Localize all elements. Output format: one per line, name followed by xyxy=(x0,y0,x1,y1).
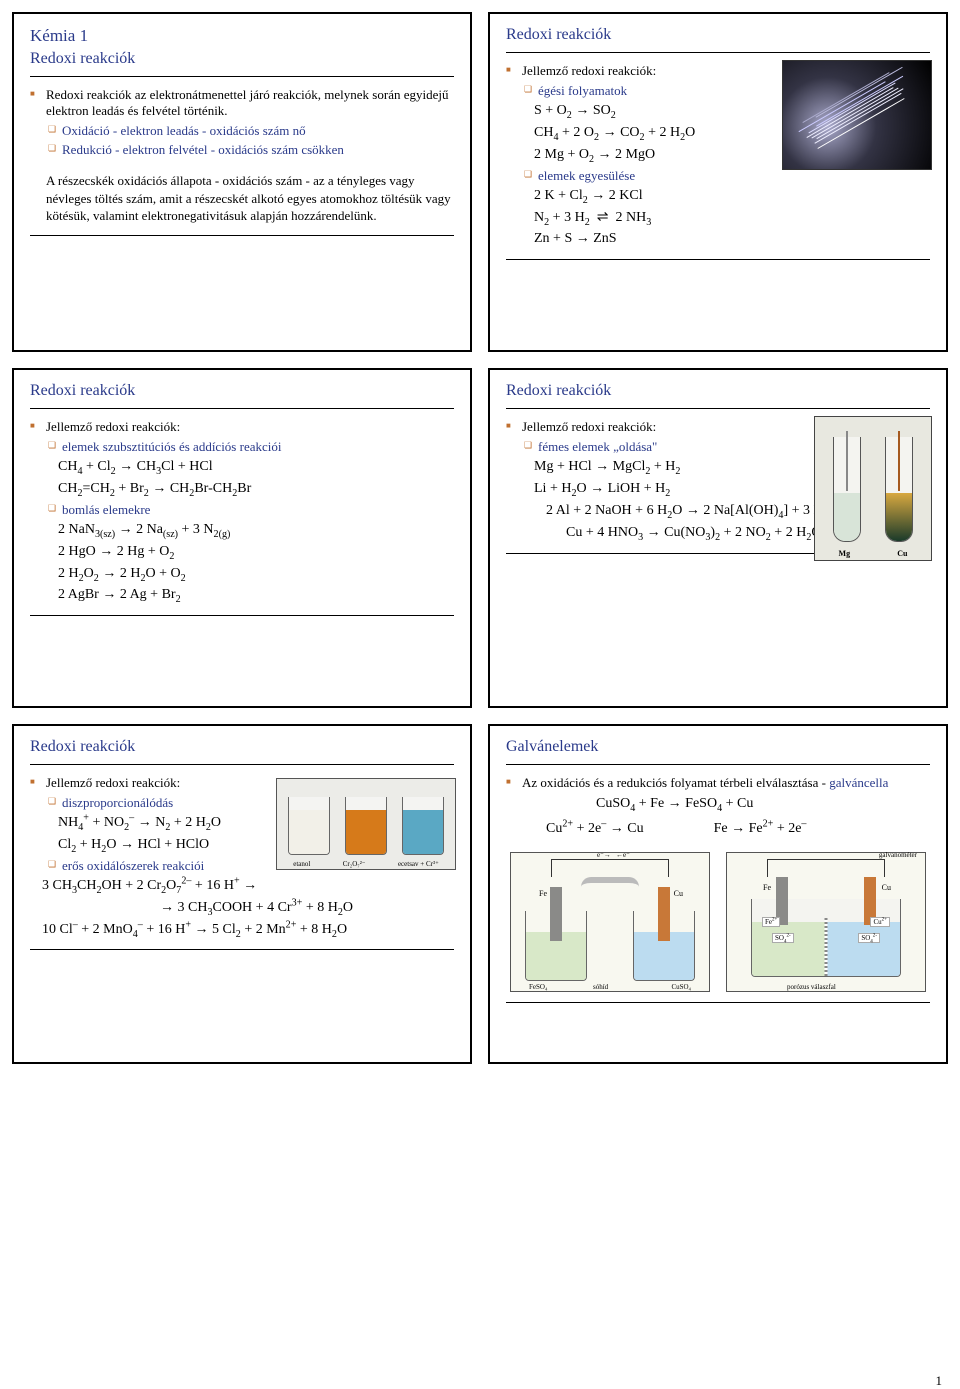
beaker-label-etanol: etanol xyxy=(293,860,310,868)
title-divider xyxy=(506,764,930,765)
footer-divider xyxy=(30,615,454,616)
subbullet-szubsztitucio: elemek szubsztitúciós és addíciós reakci… xyxy=(30,439,454,455)
slide-title: Redoxi reakciók xyxy=(30,738,454,756)
slide-title-line1: Kémia 1 xyxy=(30,26,454,46)
slide-title: Redoxi reakciók xyxy=(506,382,930,400)
footer-divider xyxy=(30,949,454,950)
label-fe: Fe xyxy=(763,883,771,892)
equation: 2 HgO → 2 Hg + O2 xyxy=(30,543,454,562)
image-beakers: etanol Cr₂O₇²⁻ ecetsav + Cr³⁺ xyxy=(276,778,456,870)
label-cu: Cu xyxy=(882,883,891,892)
subbullet-egyesulese: elemek egyesülése xyxy=(506,168,930,184)
equation: CH2=CH2 + Br2 → CH2Br-CH2Br xyxy=(30,480,454,499)
tube-cu xyxy=(885,437,913,542)
equation: → 3 CH3COOH + 4 Cr3+ + 8 H2O xyxy=(30,899,454,918)
label-galvanometer: galvanométer xyxy=(879,851,917,859)
beaker-etanol xyxy=(288,797,330,855)
equation: Cu2+ + 2e– → Cu xyxy=(546,820,644,839)
equation: 2 H2O2 → 2 H2O + O2 xyxy=(30,565,454,584)
equation: Fe → Fe2+ + 2e– xyxy=(714,820,807,839)
bullet-definition: Redoxi reakciók az elektronátmenettel já… xyxy=(30,87,454,119)
equation: 10 Cl– + 2 MnO4– + 16 H+ → 5 Cl2 + 2 Mn2… xyxy=(30,921,454,940)
slide-femes-oldasa: Redoxi reakciók Jellemző redoxi reakciók… xyxy=(488,368,948,708)
bullet-galvancella: Az oxidációs és a redukciós folyamat tér… xyxy=(506,775,930,791)
label-feso4: FeSO₄ xyxy=(529,983,547,991)
label-bridge: sóhíd xyxy=(593,983,608,991)
beaker-dichromate xyxy=(345,797,387,855)
slide-kemia-intro: Kémia 1 Redoxi reakciók Redoxi reakciók … xyxy=(12,12,472,352)
subbullet-bomlas: bomlás elemekre xyxy=(30,502,454,518)
title-divider xyxy=(506,408,930,409)
slide-diszproporcio: Redoxi reakciók Jellemző redoxi reakciók… xyxy=(12,724,472,1064)
bullet-text-highlight: galváncella xyxy=(829,775,888,790)
image-sparks xyxy=(782,60,932,170)
equation: Zn + S → ZnS xyxy=(506,230,930,249)
tube-mg xyxy=(833,437,861,542)
slide-szubsztitucio-bomlas: Redoxi reakciók Jellemző redoxi reakciók… xyxy=(12,368,472,708)
title-divider xyxy=(30,76,454,77)
galvanic-cell-diagrams: e⁻→ ←e⁻ Fe Cu FeSO₄ CuSO₄ sóhíd xyxy=(506,852,930,992)
equation: N2 + 3 H2 ⇌ 2 NH3 xyxy=(506,209,930,228)
subbullet-oxidacio: Oxidáció - elektron leadás - oxidációs s… xyxy=(30,123,454,139)
tube-label-mg: Mg xyxy=(839,549,851,558)
label-fe: Fe xyxy=(539,889,547,898)
beaker-labels: etanol Cr₂O₇²⁻ ecetsav + Cr³⁺ xyxy=(277,860,455,868)
tube-label-cu: Cu xyxy=(897,549,907,558)
beaker-ecetsav xyxy=(402,797,444,855)
bullet-text: Az oxidációs és a redukciós folyamat tér… xyxy=(522,775,829,790)
slide-egesi-egyesulese: Redoxi reakciók Jellemző redoxi reakciók… xyxy=(488,12,948,352)
image-test-tubes: Mg Cu xyxy=(814,416,932,561)
equation: 2 AgBr → 2 Ag + Br2 xyxy=(30,586,454,605)
half-reactions: Cu2+ + 2e– → Cu Fe → Fe2+ + 2e– xyxy=(506,817,930,842)
equation: 2 K + Cl2 → 2 KCl xyxy=(506,187,930,206)
label-cuso4: CuSO₄ xyxy=(671,983,691,991)
slide-title: Redoxi reakciók xyxy=(506,26,930,44)
footer-divider xyxy=(506,259,930,260)
beaker-label-dichromate: Cr₂O₇²⁻ xyxy=(343,860,366,868)
slide-title: Redoxi reakciók xyxy=(30,382,454,400)
equation: CuSO4 + Fe → FeSO4 + Cu xyxy=(506,795,930,814)
equation: 3 CH3CH2OH + 2 Cr2O72– + 16 H+ → xyxy=(30,877,454,896)
slide-title-line2: Redoxi reakciók xyxy=(30,50,454,68)
beaker-label-ecetsav: ecetsav + Cr³⁺ xyxy=(398,860,439,868)
bullet-jellemzo: Jellemző redoxi reakciók: xyxy=(30,419,454,435)
subbullet-redukcio: Redukció - elektron felvétel - oxidációs… xyxy=(30,142,454,158)
label-cu: Cu xyxy=(674,889,683,898)
title-divider xyxy=(30,764,454,765)
slide-title: Galvánelemek xyxy=(506,738,930,756)
page-number: 1 xyxy=(936,1373,943,1389)
title-divider xyxy=(30,408,454,409)
footer-divider xyxy=(506,1002,930,1003)
title-divider xyxy=(506,52,930,53)
paragraph-oxszam: A részecskék oxidációs állapota - oxidác… xyxy=(30,172,454,225)
slide-galvanelemek: Galvánelemek Az oxidációs és a redukciós… xyxy=(488,724,948,1064)
equation: CH4 + Cl2 → CH3Cl + HCl xyxy=(30,458,454,477)
equation: 2 NaN3(sz) → 2 Na(sz) + 3 N2(g) xyxy=(30,521,454,540)
label-membrane: porózus válaszfal xyxy=(787,983,836,991)
footer-divider xyxy=(30,235,454,236)
tube-labels: Mg Cu xyxy=(815,549,931,558)
cell-diagram-saltbridge: e⁻→ ←e⁻ Fe Cu FeSO₄ CuSO₄ sóhíd xyxy=(510,852,710,992)
cell-diagram-membrane: galvanométer Fe2+ Cu2+ SO42- SO42- Fe Cu… xyxy=(726,852,926,992)
